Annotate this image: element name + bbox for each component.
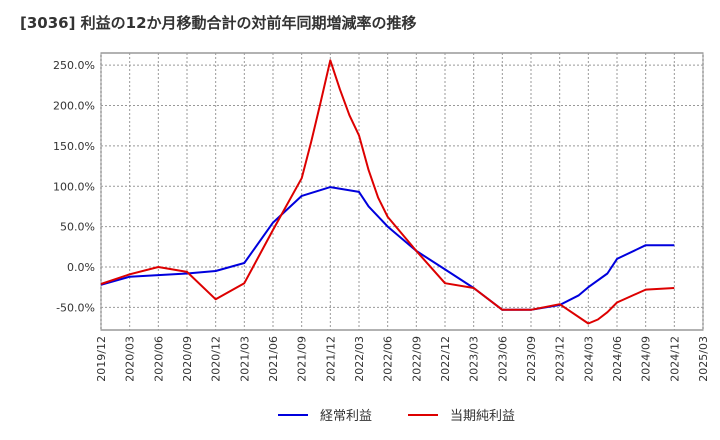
x-tick-label: 2022/12 xyxy=(439,336,452,382)
x-tick-label: 2021/03 xyxy=(238,336,251,382)
x-tick-label: 2019/12 xyxy=(95,336,108,382)
x-tick-label: 2024/12 xyxy=(668,336,681,382)
legend-label-1: 当期純利益 xyxy=(450,409,515,424)
x-tick-label: 2025/03 xyxy=(697,336,710,382)
y-tick-label: 250.0% xyxy=(53,59,95,72)
y-axis-ticks: 250.0% 200.0% 150.0% 100.0% 50.0% 0.0% -50.0% xyxy=(53,59,95,314)
grid-lines xyxy=(100,53,704,330)
plot-area xyxy=(100,52,704,331)
x-tick-label: 2023/09 xyxy=(525,336,538,382)
legend-label-0: 経常利益 xyxy=(320,409,372,424)
legend: 経常利益 当期純利益 xyxy=(278,409,515,424)
y-tick-label: 100.0% xyxy=(53,180,95,193)
x-tick-label: 2021/06 xyxy=(267,336,280,382)
x-tick-label: 2022/09 xyxy=(410,336,423,382)
series-line-1 xyxy=(100,59,675,325)
x-tick-label: 2023/12 xyxy=(554,336,567,382)
x-tick-label: 2020/03 xyxy=(124,336,137,382)
y-tick-label: 0.0% xyxy=(67,261,95,274)
y-tick-label: 50.0% xyxy=(60,221,95,234)
x-tick-label: 2024/03 xyxy=(582,336,595,382)
y-tick-label: 150.0% xyxy=(53,140,95,153)
series-lines xyxy=(100,59,675,325)
x-tick-label: 2023/03 xyxy=(468,336,481,382)
x-tick-label: 2020/06 xyxy=(152,336,165,382)
x-tick-label: 2024/09 xyxy=(640,336,653,382)
x-tick-label: 2022/03 xyxy=(353,336,366,382)
x-tick-label: 2022/06 xyxy=(382,336,395,382)
x-tick-label: 2024/06 xyxy=(611,336,624,382)
x-tick-label: 2020/09 xyxy=(181,336,194,382)
x-tick-label: 2020/12 xyxy=(210,336,223,382)
x-tick-label: 2021/09 xyxy=(296,336,309,382)
y-tick-label: 200.0% xyxy=(53,99,95,112)
x-tick-label: 2023/06 xyxy=(496,336,509,382)
series-line-0 xyxy=(100,186,675,311)
x-axis-ticks: 2019/12 2020/03 2020/06 2020/09 2020/12 2021/… xyxy=(95,336,710,382)
chart-title: [3036] 利益の12か月移動合計の対前年同期増減率の推移 xyxy=(20,14,417,32)
y-tick-label: -50.0% xyxy=(56,301,95,314)
x-tick-label: 2021/12 xyxy=(324,336,337,382)
